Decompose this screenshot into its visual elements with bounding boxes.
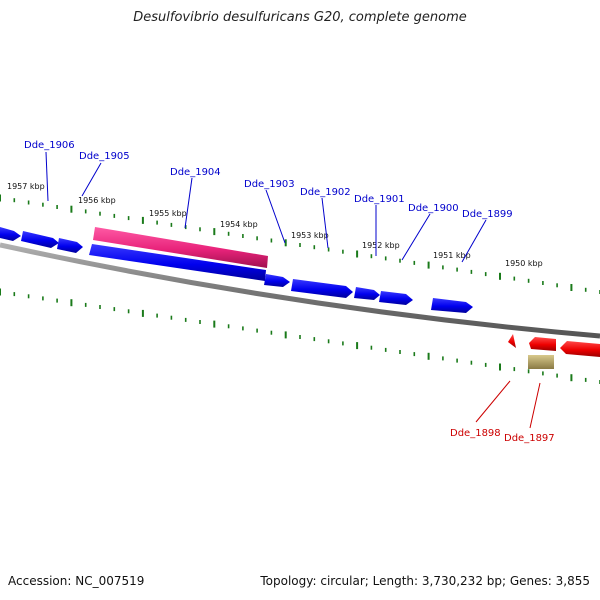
kbp-label-1953: 1953 kbp [291,231,329,240]
leader-line-dde-1898 [475,380,511,423]
gene-arrow[interactable] [21,231,59,248]
kbp-label-1951: 1951 kbp [433,251,471,260]
genome-title: Desulfovibrio desulfuricans G20, complet… [133,10,467,25]
gene-arrow[interactable] [354,287,380,300]
gene-arrow-reverse[interactable] [529,337,556,351]
gene-label-dde-1902[interactable]: Dde_1902 [300,187,351,198]
rna-gene-dde-1904[interactable] [93,227,268,268]
inner-tick-ring [0,288,600,384]
gene-arrow[interactable] [264,274,290,287]
gene-arrow[interactable] [291,279,353,298]
gene-label-dde-1900[interactable]: Dde_1900 [408,203,459,214]
leader-line-dde-1897 [529,382,541,429]
gene-arrow-reverse[interactable] [508,334,516,348]
leader-line-dde-1900 [401,213,431,261]
reverse-strand [508,334,600,369]
leader-line-dde-1904 [184,177,193,229]
kbp-label-1957: 1957 kbp [7,182,45,191]
kbp-label-1952: 1952 kbp [362,241,400,250]
gene-label-dde-1903[interactable]: Dde_1903 [244,179,295,190]
kbp-label-1955: 1955 kbp [149,209,187,218]
accession-label: Accession: NC_007519 [8,574,145,588]
kbp-label-1950: 1950 kbp [505,259,543,268]
genome-backbone [0,242,600,339]
forward-strand-lower-row [89,244,473,313]
gene-label-dde-1901[interactable]: Dde_1901 [354,194,405,205]
gene-label-dde-1897[interactable]: Dde_1897 [504,433,555,444]
gene-arrow[interactable] [89,244,266,281]
outer-tick-ring [0,194,600,294]
gene-label-dde-1906[interactable]: Dde_1906 [24,140,75,151]
leader-line-dde-1903 [265,189,286,244]
gene-arrow[interactable] [431,298,473,313]
forward-strand-upper-row [0,227,268,268]
leader-line-dde-1902 [321,197,329,249]
pseudo-gene-dde-1897[interactable] [528,355,554,369]
gene-label-dde-1905[interactable]: Dde_1905 [79,151,130,162]
gene-label-dde-1904[interactable]: Dde_1904 [170,167,221,178]
genome-stats-label: Topology: circular; Length: 3,730,232 bp… [260,574,590,588]
gene-arrow[interactable] [0,227,21,241]
gene-arrow-reverse[interactable] [560,341,600,357]
gene-label-dde-1899[interactable]: Dde_1899 [462,209,513,220]
leader-line-dde-1906 [45,151,49,202]
gene-label-dde-1898[interactable]: Dde_1898 [450,428,501,439]
gene-arrow[interactable] [57,238,83,253]
leader-line-dde-1899 [461,219,487,263]
kbp-label-1956: 1956 kbp [78,196,116,205]
leader-line-dde-1905 [81,162,102,197]
gene-arrow[interactable] [379,291,413,305]
kbp-label-1954: 1954 kbp [220,220,258,229]
